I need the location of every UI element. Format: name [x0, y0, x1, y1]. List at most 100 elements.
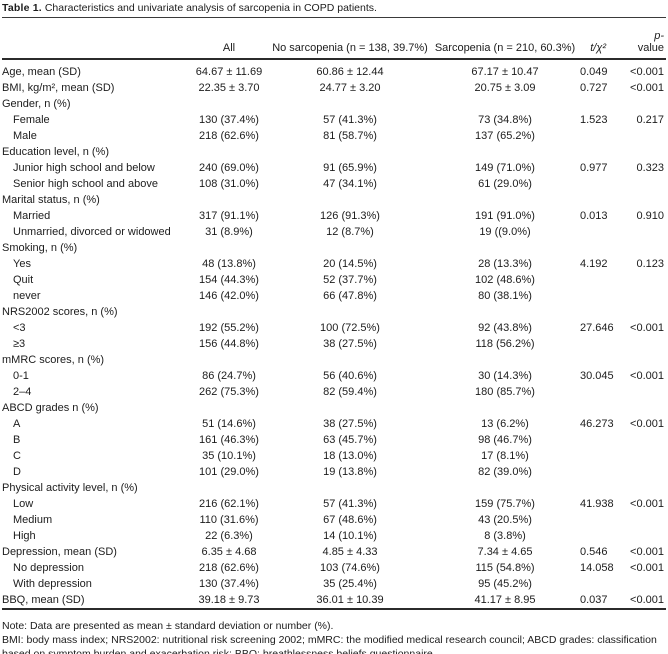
- row-label: Gender, n (%): [2, 98, 71, 110]
- cell-sarcopenia: 13 (6.2%): [481, 418, 529, 430]
- cell-t-chi2: [580, 432, 618, 448]
- cell-no-sarcopenia: 36.01 ± 10.39: [316, 594, 384, 606]
- cell-all: 154 (44.3%): [199, 274, 259, 286]
- cell-no-sarcopenia: 4.85 ± 4.33: [322, 546, 378, 558]
- cell-sarcopenia: 92 (43.8%): [478, 322, 532, 334]
- table-row: Marital status, n (%): [2, 192, 666, 208]
- cell-all: 218 (62.6%): [199, 562, 259, 574]
- cell-sarcopenia: 137 (65.2%): [475, 130, 535, 142]
- cell-t-chi2: [580, 304, 618, 320]
- table-row: mMRC scores, n (%): [2, 352, 666, 368]
- cell-p-value: 0.123: [636, 258, 664, 270]
- cell-sarcopenia: 159 (75.7%): [475, 498, 535, 510]
- cell-no-sarcopenia: 56 (40.6%): [323, 370, 377, 382]
- cell-p-value: [618, 400, 666, 416]
- cell-no-sarcopenia: 100 (72.5%): [320, 322, 380, 334]
- cell-no-sarcopenia: 81 (58.7%): [323, 130, 377, 142]
- cell-no-sarcopenia: [270, 352, 430, 368]
- cell-no-sarcopenia: 57 (41.3%): [323, 114, 377, 126]
- table-row: Female 130 (37.4%) 57 (41.3%) 73 (34.8%) 1.5…: [2, 112, 666, 128]
- row-label: NRS2002 scores, n (%): [2, 306, 118, 318]
- cell-sarcopenia: 41.17 ± 8.95: [474, 594, 536, 606]
- cell-t-chi2: 0.013: [580, 210, 608, 222]
- cell-sarcopenia: 73 (34.8%): [478, 114, 532, 126]
- cell-t-chi2: 4.192: [580, 258, 608, 270]
- cell-all: 22 (6.3%): [205, 530, 253, 542]
- cell-sarcopenia: 20.75 ± 3.09: [474, 82, 536, 94]
- cell-t-chi2: [580, 176, 618, 192]
- cell-sarcopenia: 98 (46.7%): [478, 434, 532, 446]
- cell-sarcopenia: 115 (54.8%): [475, 562, 535, 574]
- cell-no-sarcopenia: 47 (34.1%): [323, 178, 377, 190]
- cell-no-sarcopenia: [270, 304, 430, 320]
- p-value-line2: value: [637, 42, 664, 54]
- cell-t-chi2: 0.037: [580, 594, 608, 606]
- cell-t-chi2: [580, 288, 618, 304]
- row-label: C: [13, 450, 21, 462]
- col-t-chi2: t/χ²: [580, 18, 618, 60]
- row-label: <3: [13, 322, 26, 334]
- row-label: Married: [13, 210, 51, 222]
- cell-no-sarcopenia: [270, 480, 430, 496]
- cell-all: [188, 240, 270, 256]
- table-row: Male 218 (62.6%) 81 (58.7%) 137 (65.2%): [2, 128, 666, 144]
- cell-t-chi2: [580, 528, 618, 544]
- cell-p-value: [618, 480, 666, 496]
- cell-all: [188, 304, 270, 320]
- row-label: With depression: [13, 578, 92, 590]
- cell-no-sarcopenia: 38 (27.5%): [323, 338, 377, 350]
- cell-sarcopenia: 30 (14.3%): [478, 370, 532, 382]
- cell-p-value: <0.001: [630, 546, 664, 558]
- table-row: never 146 (42.0%) 66 (47.8%) 80 (38.1%): [2, 288, 666, 304]
- cell-all: 108 (31.0%): [199, 178, 259, 190]
- cell-p-value: [618, 512, 666, 528]
- table-row: Married 317 (91.1%) 126 (91.3%) 191 (91.0%)…: [2, 208, 666, 224]
- row-label: Depression, mean (SD): [2, 546, 117, 558]
- cell-p-value: [618, 352, 666, 368]
- table-row: Medium 110 (31.6%) 67 (48.6%) 43 (20.5%): [2, 512, 666, 528]
- cell-sarcopenia: 149 (71.0%): [475, 162, 535, 174]
- cell-p-value: [618, 384, 666, 400]
- cell-p-value: <0.001: [630, 418, 664, 430]
- cell-no-sarcopenia: [270, 192, 430, 208]
- cell-t-chi2: [580, 96, 618, 112]
- cell-all: 48 (13.8%): [202, 258, 256, 270]
- cell-p-value: <0.001: [630, 594, 664, 606]
- cell-all: 192 (55.2%): [199, 322, 259, 334]
- cell-sarcopenia: [430, 304, 580, 320]
- table-row: C 35 (10.1%) 18 (13.0%) 17 (8.1%): [2, 448, 666, 464]
- table-row: BMI, kg/m², mean (SD) 22.35 ± 3.70 24.77 ±…: [2, 80, 666, 96]
- cell-all: 146 (42.0%): [199, 290, 259, 302]
- cell-all: 51 (14.6%): [202, 418, 256, 430]
- table-row: Senior high school and above 108 (31.0%) 4…: [2, 176, 666, 192]
- table-bottom-divider: [2, 608, 666, 610]
- table-row: Low 216 (62.1%) 57 (41.3%) 159 (75.7%) 41.93…: [2, 496, 666, 512]
- cell-sarcopenia: 67.17 ± 10.47: [471, 66, 539, 78]
- cell-p-value: [618, 464, 666, 480]
- p-value-line1: p-: [654, 30, 664, 42]
- cell-all: 130 (37.4%): [199, 114, 259, 126]
- cell-no-sarcopenia: [270, 144, 430, 160]
- cell-all: 22.35 ± 3.70: [198, 82, 260, 94]
- table-header: All No sarcopenia (n = 138, 39.7%) Sarco…: [2, 18, 666, 60]
- header-row: All No sarcopenia (n = 138, 39.7%) Sarco…: [2, 18, 666, 60]
- cell-no-sarcopenia: 103 (74.6%): [320, 562, 380, 574]
- cell-sarcopenia: 80 (38.1%): [478, 290, 532, 302]
- table-row: Education level, n (%): [2, 144, 666, 160]
- row-label: Quit: [13, 274, 34, 286]
- cell-p-value: [618, 304, 666, 320]
- cell-sarcopenia: [430, 240, 580, 256]
- row-label: Medium: [13, 514, 53, 526]
- row-label: Senior high school and above: [13, 178, 158, 190]
- row-label: Male: [13, 130, 37, 142]
- col-sarcopenia: Sarcopenia (n = 210, 60.3%): [430, 18, 580, 60]
- row-label: Female: [13, 114, 50, 126]
- cell-t-chi2: 0.049: [580, 66, 608, 78]
- cell-all: 64.67 ± 11.69: [195, 66, 263, 78]
- cell-p-value: 0.323: [636, 162, 664, 174]
- footnote-abbreviations: BMI: body mass index; NRS2002: nutrition…: [2, 634, 657, 654]
- cell-no-sarcopenia: [270, 96, 430, 112]
- col-characteristic: [2, 18, 188, 60]
- table-row: Gender, n (%): [2, 96, 666, 112]
- cell-t-chi2: [580, 448, 618, 464]
